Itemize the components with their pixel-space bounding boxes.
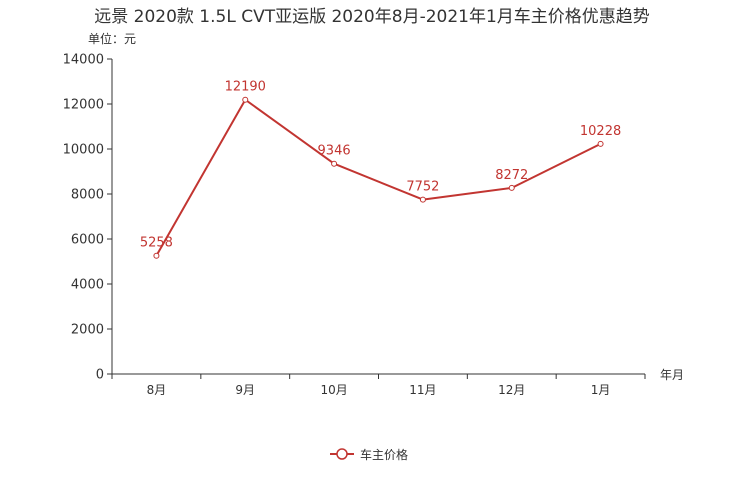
- data-label: 12190: [225, 80, 266, 95]
- y-axis: 0 2000 4000 6000 8000 10000 12000 14000: [63, 53, 113, 383]
- x-axis: 8月 9月 10月 11月 12月 1月: [111, 373, 646, 397]
- data-point: [419, 196, 426, 203]
- x-tick-label: 8月: [147, 383, 167, 397]
- data-label: 7752: [406, 180, 439, 195]
- y-tick-label: 6000: [71, 233, 104, 248]
- x-tick-label: 1月: [591, 383, 611, 397]
- series-layer: 5258 12190 9346 7752 8272 10228: [140, 80, 621, 259]
- legend[interactable]: 车主价格: [330, 447, 408, 462]
- chart-title: 远景 2020款 1.5L CVT亚运版 2020年8月-2021年1月车主价格…: [94, 7, 650, 27]
- data-point: [508, 184, 515, 191]
- data-point: [331, 160, 338, 167]
- x-tick-label: 11月: [409, 383, 436, 397]
- legend-label: 车主价格: [360, 447, 408, 462]
- data-label: 5258: [140, 236, 173, 251]
- y-tick-label: 2000: [71, 323, 104, 338]
- y-tick-label: 8000: [71, 188, 104, 203]
- y-tick-label: 14000: [63, 53, 104, 68]
- x-tick-label: 10月: [320, 383, 347, 397]
- y-tick-label: 4000: [71, 278, 104, 293]
- data-point: [597, 140, 604, 147]
- y-axis-unit-label: 单位：元: [88, 31, 136, 46]
- series-line: [155, 98, 602, 257]
- x-axis-label: 年月: [660, 368, 684, 382]
- y-tick-label: 12000: [63, 98, 104, 113]
- x-tick-label: 12月: [498, 383, 525, 397]
- legend-circle-marker: [336, 448, 348, 460]
- data-point: [242, 96, 249, 103]
- y-tick-label: 10000: [63, 143, 104, 158]
- data-point: [153, 252, 160, 259]
- data-label: 10228: [580, 124, 621, 139]
- x-tick-label: 9月: [235, 383, 255, 397]
- y-tick-label: 0: [96, 368, 104, 383]
- data-label: 9346: [318, 144, 351, 159]
- data-label: 8272: [495, 168, 528, 183]
